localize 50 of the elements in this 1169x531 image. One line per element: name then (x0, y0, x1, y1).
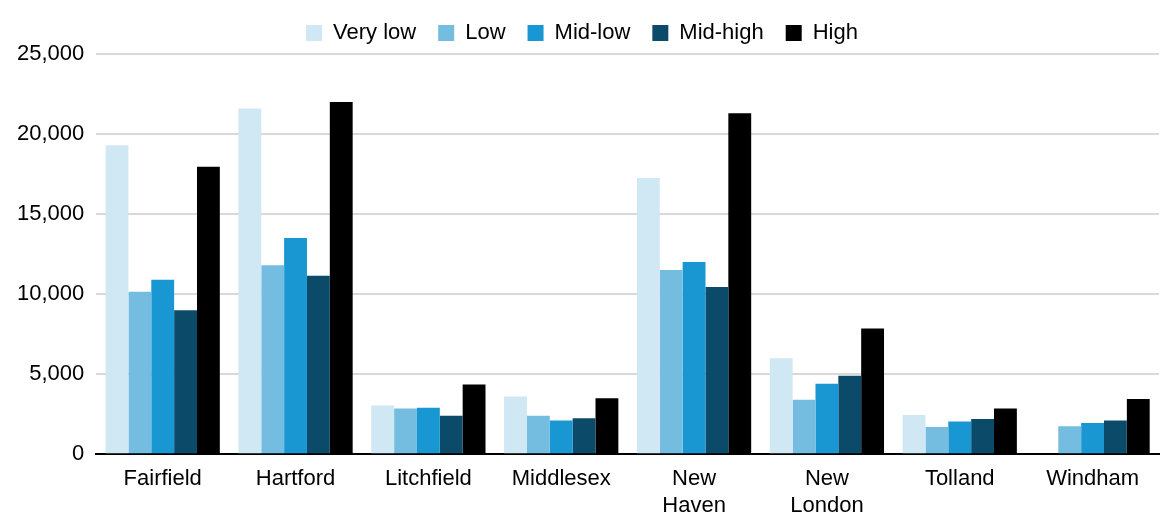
bar (371, 405, 395, 454)
bar (439, 415, 463, 454)
x-tick-label: New Haven (662, 465, 726, 517)
bar (925, 426, 949, 454)
bar (306, 275, 330, 454)
y-tick-label: 10,000 (16, 280, 85, 306)
bar (416, 407, 440, 454)
x-tick-label: Fairfield (123, 465, 202, 491)
bar (948, 421, 972, 454)
bar (526, 415, 550, 454)
bar (792, 399, 816, 454)
bar (659, 270, 683, 454)
bar (705, 286, 729, 454)
bar (769, 358, 793, 454)
x-tick-label: Litchfield (384, 465, 472, 491)
bar (682, 262, 706, 454)
bar (902, 414, 926, 454)
bar (174, 310, 197, 454)
legend-label: High (812, 19, 858, 45)
bar (105, 145, 129, 454)
legend-label: Low (465, 19, 506, 45)
bar (636, 178, 660, 454)
y-tick-label: 5,000 (29, 360, 85, 386)
legend-label: Very low (333, 19, 417, 45)
legend-label: Mid-high (679, 19, 764, 45)
x-tick-label: Tolland (924, 465, 995, 491)
bar (504, 396, 527, 454)
bar (1104, 420, 1127, 454)
x-tick-label: Windham (1046, 465, 1140, 491)
bar (838, 375, 862, 454)
x-tick-label: Middlesex (511, 465, 611, 491)
bar (1058, 426, 1082, 454)
bar (128, 291, 152, 454)
bar (1081, 422, 1105, 454)
y-tick-label: 0 (72, 440, 85, 466)
y-tick-label: 15,000 (16, 200, 85, 226)
bar (261, 265, 285, 454)
x-tick-label: New London (790, 465, 864, 517)
bar (284, 238, 307, 454)
bar (394, 408, 417, 454)
bar (238, 108, 262, 454)
bar (151, 279, 175, 454)
bar (549, 420, 573, 454)
legend-label: Mid-low (554, 19, 631, 45)
x-tick-label: Hartford (255, 465, 336, 491)
bar (572, 418, 596, 454)
y-tick-label: 25,000 (16, 40, 85, 66)
bar (971, 418, 995, 454)
bar (815, 383, 839, 454)
y-tick-label: 20,000 (16, 120, 85, 146)
